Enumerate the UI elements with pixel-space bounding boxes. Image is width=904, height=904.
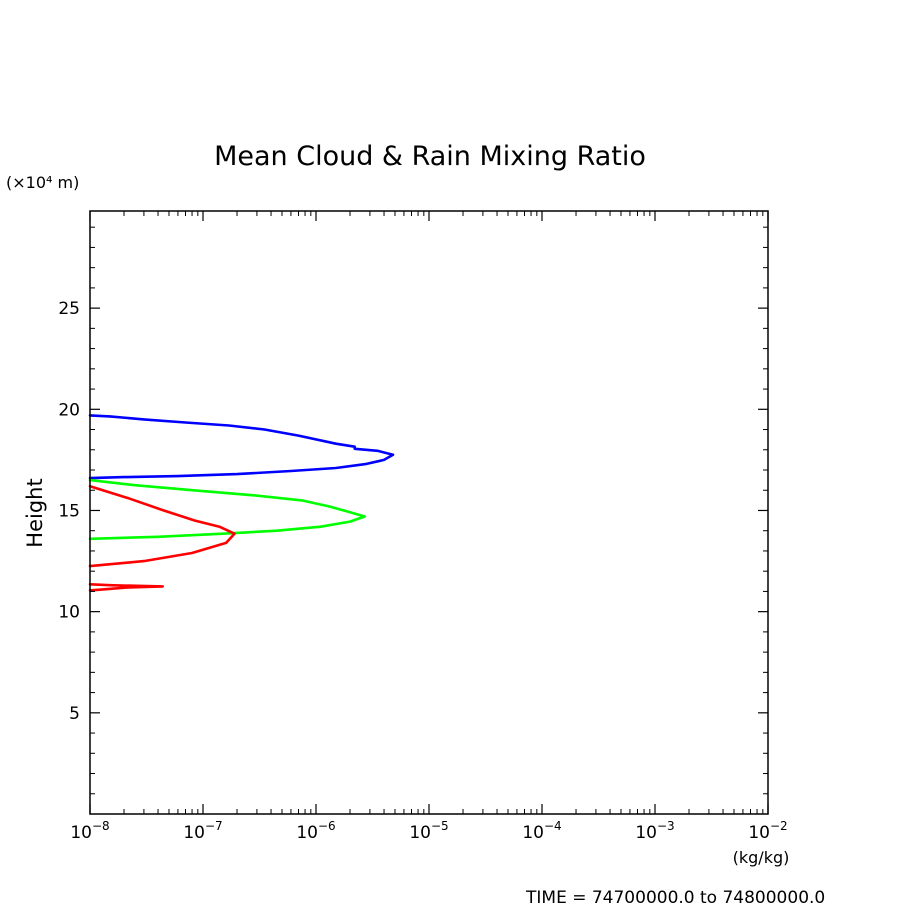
x-tick-label: 10−8: [70, 819, 109, 843]
x-tick-label: 10−6: [296, 819, 335, 843]
y-tick-label: 25: [58, 299, 80, 319]
ticks-layer: [89, 211, 769, 814]
chart-title: Mean Cloud & Rain Mixing Ratio: [214, 141, 646, 172]
x-axis-label: (kg/kg): [733, 848, 790, 867]
x-tick-label: 10−2: [748, 819, 787, 843]
x-tick-label: 10−3: [635, 819, 674, 843]
plot-frame: [89, 210, 769, 815]
time-footer: TIME = 74700000.0 to 74800000.0: [525, 888, 825, 904]
y-tick-label: 20: [58, 400, 80, 420]
y-unit-label: (×10⁴ m): [6, 173, 79, 192]
tick-labels-layer: 5 10 15 20 25 10−8 10−7 10−6 10−5 10−4 10−3 10−2: [58, 299, 787, 843]
y-tick-label: 10: [58, 603, 80, 623]
y-axis-label: Height: [23, 478, 47, 547]
series-line-1: [88, 414, 395, 480]
x-tick-label: 10−7: [183, 819, 222, 843]
y-tick-label: 5: [69, 704, 80, 724]
series-layer: [88, 414, 395, 592]
x-tick-label: 10−4: [522, 819, 561, 843]
series-line-3: [88, 484, 236, 568]
y-tick-label: 15: [58, 501, 80, 521]
series-line-4: [88, 582, 164, 592]
x-tick-label: 10−5: [409, 819, 448, 843]
